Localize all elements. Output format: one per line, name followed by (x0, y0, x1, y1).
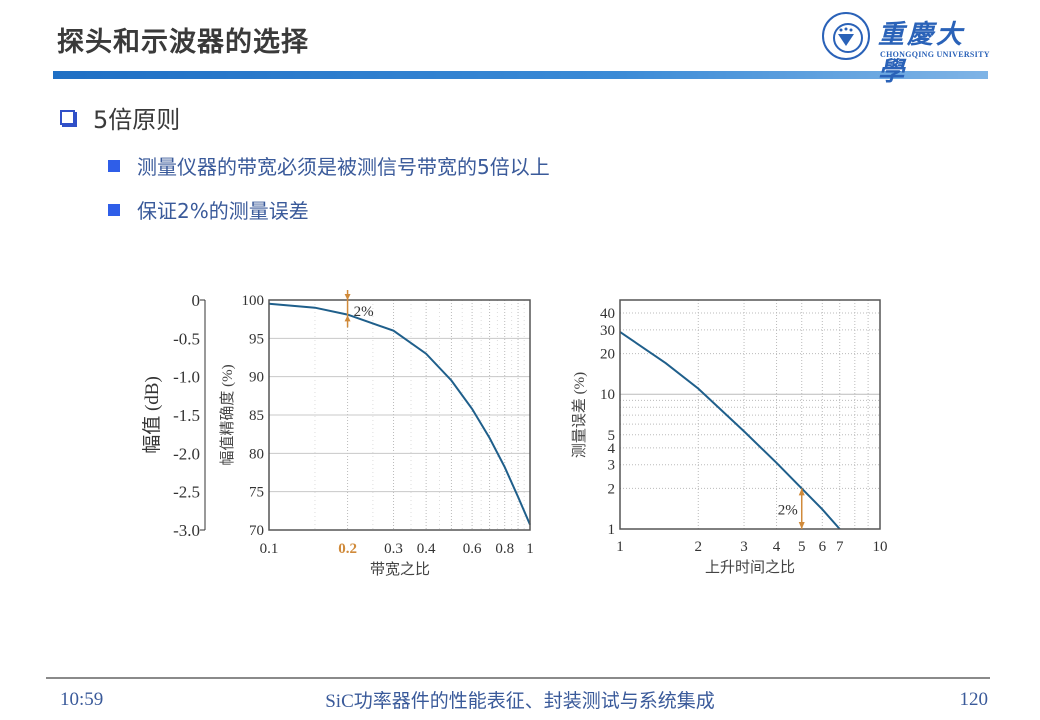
svg-text:-2.0: -2.0 (173, 444, 200, 463)
svg-text:2: 2 (608, 481, 616, 497)
svg-text:0.4: 0.4 (417, 541, 436, 557)
square-bullet-icon (108, 159, 120, 172)
section-heading: 5倍原则 (60, 100, 180, 135)
footer-divider (46, 677, 990, 679)
rise-time-ratio-ticks: 1 2 3 4 5 6 7 10 (616, 539, 887, 555)
svg-text:4: 4 (773, 539, 781, 555)
svg-text:-1.0: -1.0 (173, 368, 200, 387)
svg-text:10: 10 (873, 539, 888, 555)
title-underline-bar (53, 71, 988, 79)
bandwidth-ratio-ticks: 0.1 0.2 0.3 0.4 0.6 0.8 1 (260, 541, 534, 557)
svg-text:85: 85 (249, 408, 264, 424)
svg-text:7: 7 (836, 539, 844, 555)
svg-text:-3.0: -3.0 (173, 521, 200, 540)
svg-text:0.2: 0.2 (338, 541, 357, 557)
svg-text:0.1: 0.1 (260, 541, 279, 557)
svg-text:40: 40 (600, 306, 615, 322)
university-name-cn: 重慶大學 (878, 20, 966, 87)
svg-text:2: 2 (695, 539, 703, 555)
svg-text:0.8: 0.8 (495, 541, 514, 557)
svg-text:3: 3 (740, 539, 748, 555)
error-axis-label: 测量误差 (%) (571, 372, 588, 458)
university-name-en: CHONGQING UNIVERSITY (880, 50, 990, 59)
svg-text:30: 30 (600, 323, 615, 339)
footer-page-number: 120 (959, 689, 989, 710)
bullet-text: 测量仪器的带宽必须是被测信号带宽的5倍以上 (137, 155, 550, 179)
university-seal-icon (822, 12, 870, 60)
svg-text:6: 6 (819, 539, 827, 555)
svg-text:1: 1 (608, 522, 616, 538)
svg-text:2%: 2% (354, 304, 374, 320)
svg-text:3: 3 (608, 458, 616, 474)
svg-text:5: 5 (798, 539, 806, 555)
svg-text:70: 70 (249, 523, 264, 539)
bullet-item: 保证2%的测量误差 (108, 195, 309, 224)
accuracy-curve (268, 302, 531, 525)
svg-text:-2.5: -2.5 (173, 483, 200, 502)
svg-text:2%: 2% (778, 503, 798, 519)
bandwidth-accuracy-chart: 0 -0.5 -1.0 -1.5 -2.0 -2.5 -3.0 幅值 (dB) 幅值精确度 … (141, 290, 534, 578)
two-percent-annotation: 2% (344, 290, 374, 328)
svg-text:80: 80 (249, 446, 264, 462)
accuracy-axis-ticks: 100 95 90 85 80 75 70 (242, 293, 265, 539)
svg-text:0.3: 0.3 (384, 541, 403, 557)
svg-text:75: 75 (249, 485, 264, 501)
svg-text:90: 90 (249, 370, 264, 386)
accuracy-axis-label: 幅值精确度 (%) (219, 364, 236, 465)
svg-text:1: 1 (616, 539, 624, 555)
svg-text:-0.5: -0.5 (173, 329, 200, 348)
checkbox-bullet-icon (60, 110, 75, 125)
bullet-text: 保证2%的测量误差 (137, 199, 309, 223)
footer-course-title: SiC功率器件的性能表征、封装测试与系统集成 (325, 691, 715, 712)
svg-text:1: 1 (526, 541, 534, 557)
bandwidth-ratio-label: 带宽之比 (370, 561, 430, 578)
svg-text:5: 5 (608, 428, 616, 444)
svg-text:-1.5: -1.5 (173, 406, 200, 425)
svg-text:4: 4 (608, 441, 616, 457)
svg-text:0.6: 0.6 (463, 541, 482, 557)
footer-time: 10:59 (60, 689, 104, 710)
db-axis-ticks: 0 -0.5 -1.0 -1.5 -2.0 -2.5 -3.0 (173, 291, 200, 540)
svg-text:0: 0 (192, 291, 201, 310)
error-curve (619, 331, 841, 530)
section-heading-text: 5倍原则 (93, 106, 181, 134)
svg-text:100: 100 (242, 293, 265, 309)
svg-text:10: 10 (600, 387, 615, 403)
svg-text:95: 95 (249, 331, 264, 347)
slide-title: 探头和示波器的选择 (57, 27, 309, 58)
bullet-item: 测量仪器的带宽必须是被测信号带宽的5倍以上 (108, 151, 550, 180)
db-axis-label: 幅值 (dB) (141, 376, 163, 454)
rise-time-ratio-label: 上升时间之比 (705, 559, 795, 576)
right-chart-grid (620, 300, 880, 529)
two-percent-annotation: 2% (778, 488, 805, 529)
university-logo: 重慶大學 CHONGQING UNIVERSITY (822, 12, 992, 87)
square-bullet-icon (108, 203, 120, 216)
svg-text:20: 20 (600, 347, 615, 363)
